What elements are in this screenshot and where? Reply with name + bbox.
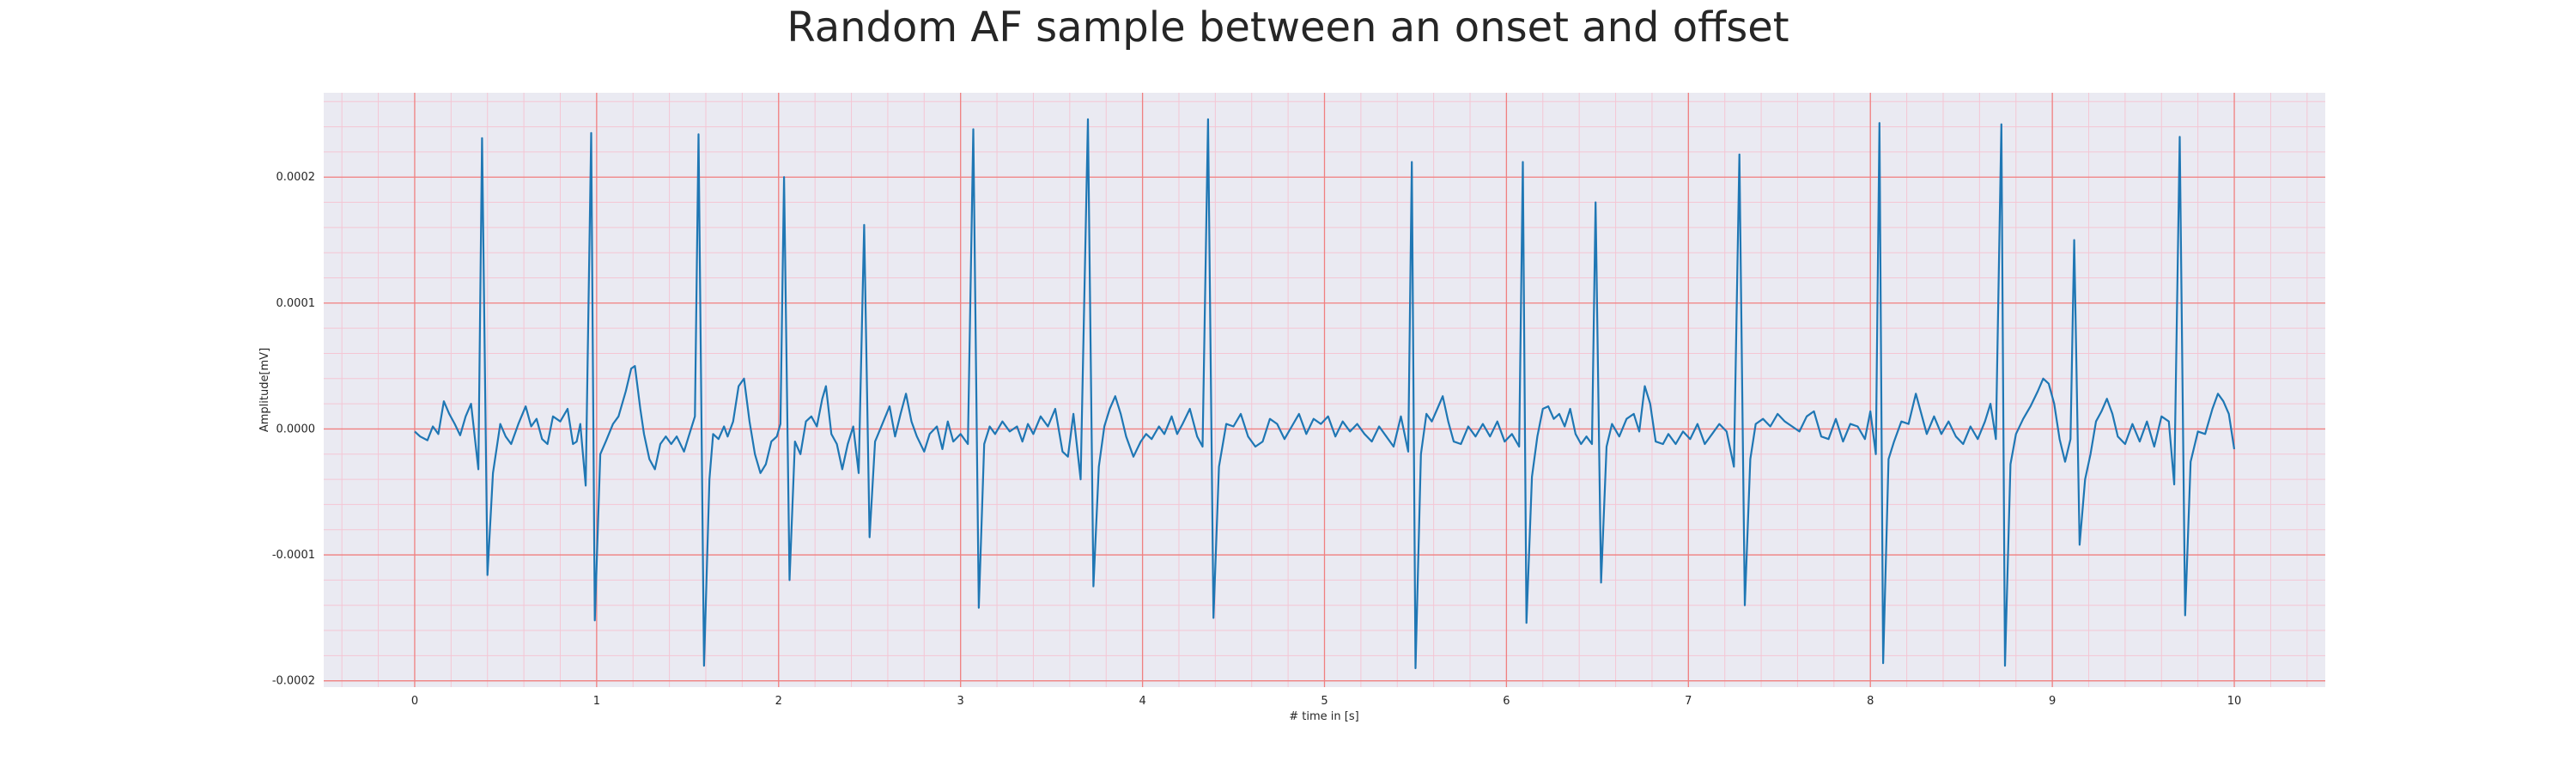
x-tick-label: 10: [2227, 695, 2242, 708]
y-tick-label: 0.0001: [276, 297, 316, 310]
y-tick-label: 0.0002: [276, 171, 316, 184]
x-tick-label: 9: [2049, 695, 2056, 708]
x-tick-label: 1: [593, 695, 600, 708]
x-tick-label: 8: [1867, 695, 1874, 708]
y-tick-label: -0.0002: [272, 675, 315, 688]
x-tick-label: 3: [957, 695, 964, 708]
y-tick-label: 0.0000: [276, 423, 316, 435]
y-tick-label: -0.0001: [272, 549, 315, 562]
series-layer: [414, 118, 2236, 670]
chart-title: Random AF sample between an onset and of…: [787, 3, 1789, 52]
x-tick-label: 4: [1139, 695, 1145, 708]
x-tick-label: 6: [1503, 695, 1510, 708]
x-tick-label: 2: [775, 695, 782, 708]
y-axis-label: Amplitude[mV]: [258, 348, 271, 432]
x-tick-label: 7: [1685, 695, 1692, 708]
major-grid: [324, 93, 2325, 687]
x-tick-label: 0: [411, 695, 418, 708]
y-axis-ticks: -0.0002 -0.0001 0.0000 0.0001 0.0002: [272, 171, 315, 687]
series-line: [414, 118, 2236, 670]
x-axis-ticks: 0 1 2 3 4 5 6 7 8 9 10: [411, 695, 2242, 708]
x-tick-label: 5: [1321, 695, 1327, 708]
x-axis-label: # time in [s]: [1289, 710, 1358, 723]
